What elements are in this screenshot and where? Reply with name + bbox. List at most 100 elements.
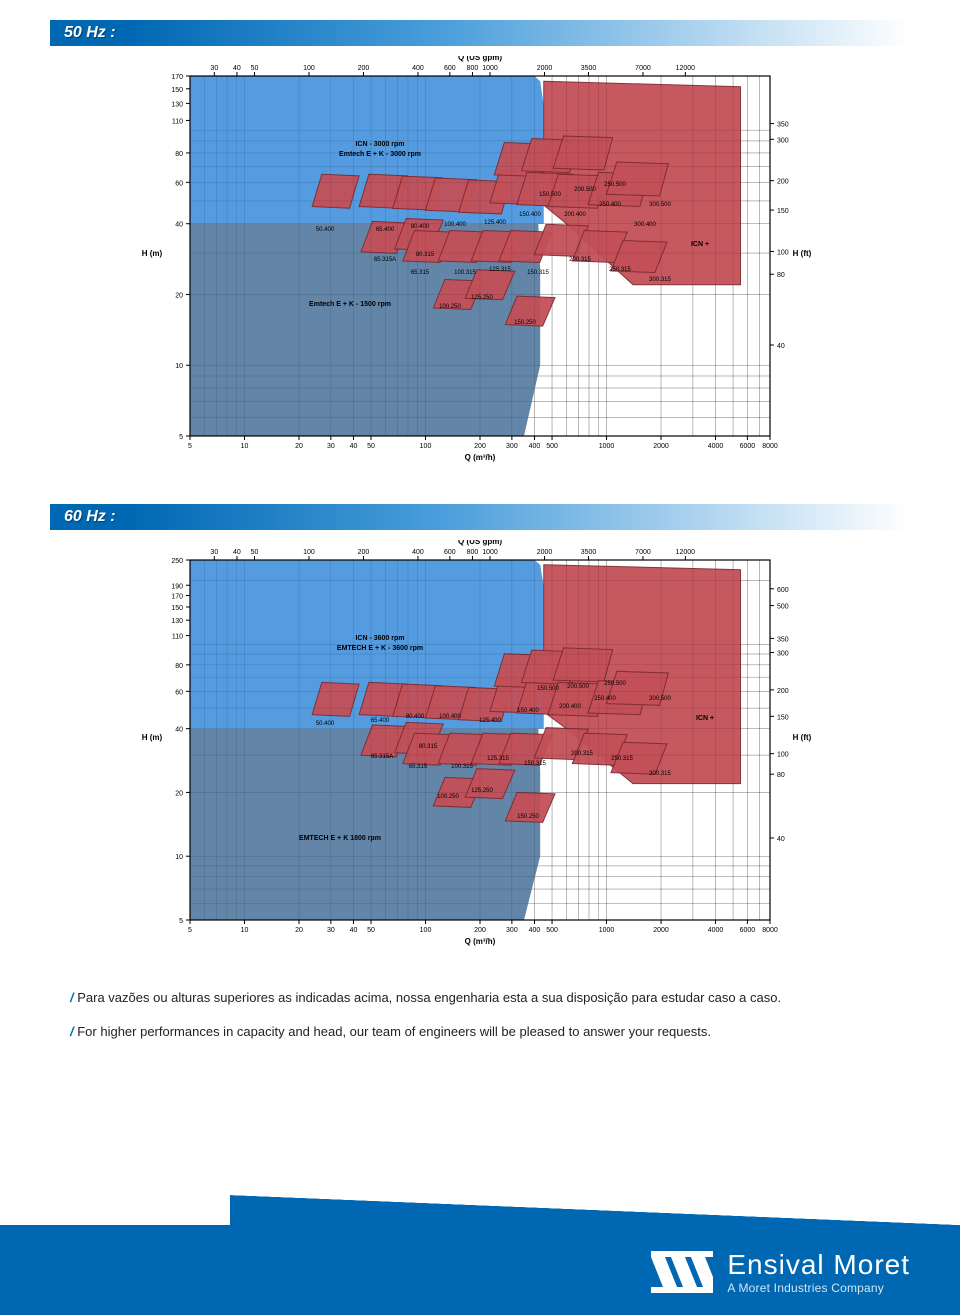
svg-text:7000: 7000 xyxy=(635,549,651,556)
svg-text:200.315: 200.315 xyxy=(569,257,591,263)
chart-60hz-container: 5102030405010020030040050010002000400060… xyxy=(50,540,910,963)
svg-text:30: 30 xyxy=(210,549,218,556)
svg-text:110: 110 xyxy=(172,634,183,641)
svg-text:Q (m³/h): Q (m³/h) xyxy=(465,453,496,462)
svg-text:200: 200 xyxy=(358,549,370,556)
svg-text:125.315: 125.315 xyxy=(487,756,509,762)
svg-text:50: 50 xyxy=(367,443,375,450)
svg-text:250: 250 xyxy=(171,558,183,565)
svg-text:350: 350 xyxy=(777,122,789,129)
svg-text:250.315: 250.315 xyxy=(609,267,631,273)
svg-text:80: 80 xyxy=(777,272,785,279)
svg-text:12000: 12000 xyxy=(676,65,696,72)
svg-text:8000: 8000 xyxy=(762,443,778,450)
pump-coverage-chart-50hz: 5102030405010020030040050010002000400060… xyxy=(130,56,830,479)
svg-text:6000: 6000 xyxy=(740,443,756,450)
body-text: / Para vazões ou alturas superiores as i… xyxy=(70,988,890,1041)
section-label-60hz: 60 Hz : xyxy=(50,504,130,530)
logo-subtitle: A Moret Industries Company xyxy=(727,1281,910,1295)
svg-text:800: 800 xyxy=(467,65,479,72)
svg-text:100: 100 xyxy=(303,65,315,72)
svg-text:100.250: 100.250 xyxy=(437,794,459,800)
svg-text:EMTECH E + K 1800 rpm: EMTECH E + K 1800 rpm xyxy=(299,835,381,842)
svg-text:800: 800 xyxy=(467,549,479,556)
svg-text:5: 5 xyxy=(179,434,183,441)
svg-text:100: 100 xyxy=(303,549,315,556)
svg-text:200.400: 200.400 xyxy=(559,704,581,710)
svg-text:50.400: 50.400 xyxy=(316,227,335,233)
svg-text:Emtech E + K - 3000 rpm: Emtech E + K - 3000 rpm xyxy=(339,151,421,158)
paragraph-pt: / Para vazões ou alturas superiores as i… xyxy=(70,988,890,1008)
svg-text:H (m): H (m) xyxy=(142,249,163,258)
svg-text:200.315: 200.315 xyxy=(571,751,593,757)
svg-text:125.400: 125.400 xyxy=(484,220,506,226)
svg-text:350: 350 xyxy=(777,636,789,643)
svg-text:190: 190 xyxy=(171,583,183,590)
logo-text: Ensival Moret A Moret Industries Company xyxy=(727,1249,910,1295)
svg-text:250.500: 250.500 xyxy=(604,182,626,188)
svg-text:20: 20 xyxy=(295,443,303,450)
svg-text:Q (m³/h): Q (m³/h) xyxy=(465,937,496,946)
svg-text:30: 30 xyxy=(327,927,335,934)
svg-text:100.400: 100.400 xyxy=(439,714,461,720)
svg-text:100: 100 xyxy=(420,443,432,450)
svg-text:400: 400 xyxy=(412,65,424,72)
svg-text:100.315: 100.315 xyxy=(451,764,473,770)
section-label-50hz: 50 Hz : xyxy=(50,20,130,46)
svg-text:40: 40 xyxy=(777,343,785,350)
svg-text:150.500: 150.500 xyxy=(537,686,559,692)
svg-text:200: 200 xyxy=(474,443,486,450)
svg-text:60: 60 xyxy=(175,689,183,696)
svg-text:200: 200 xyxy=(358,65,370,72)
section-header-60hz: 60 Hz : xyxy=(50,504,910,530)
svg-text:200.500: 200.500 xyxy=(567,684,589,690)
svg-text:150.400: 150.400 xyxy=(517,708,539,714)
svg-text:125.250: 125.250 xyxy=(471,295,493,301)
svg-text:150.315: 150.315 xyxy=(524,761,546,767)
svg-text:100: 100 xyxy=(420,927,432,934)
svg-text:130: 130 xyxy=(171,618,183,625)
logo-mark-icon xyxy=(651,1251,713,1293)
svg-text:ICN +: ICN + xyxy=(691,241,709,248)
svg-text:150.400: 150.400 xyxy=(519,212,541,218)
svg-text:150: 150 xyxy=(777,714,789,721)
svg-text:125.250: 125.250 xyxy=(471,788,493,794)
svg-text:130: 130 xyxy=(171,101,183,108)
svg-text:80: 80 xyxy=(777,772,785,779)
svg-text:65.315A: 65.315A xyxy=(371,754,393,760)
svg-text:50.400: 50.400 xyxy=(316,721,335,727)
svg-text:ICN +: ICN + xyxy=(696,715,714,722)
svg-text:10: 10 xyxy=(175,854,183,861)
svg-text:200.400: 200.400 xyxy=(564,212,586,218)
svg-text:8000: 8000 xyxy=(762,927,778,934)
svg-text:65.315A: 65.315A xyxy=(374,257,396,263)
section-header-50hz: 50 Hz : xyxy=(50,20,910,46)
svg-text:80.400: 80.400 xyxy=(406,714,425,720)
svg-text:125.315: 125.315 xyxy=(489,267,511,273)
svg-text:170: 170 xyxy=(171,593,183,600)
svg-text:5: 5 xyxy=(188,927,192,934)
svg-text:H (m): H (m) xyxy=(142,733,163,742)
svg-text:200: 200 xyxy=(777,179,789,186)
svg-text:65.315: 65.315 xyxy=(411,270,430,276)
svg-text:5: 5 xyxy=(188,443,192,450)
svg-text:40: 40 xyxy=(175,222,183,229)
svg-text:300.500: 300.500 xyxy=(649,696,671,702)
svg-text:500: 500 xyxy=(546,927,558,934)
svg-text:300.315: 300.315 xyxy=(649,277,671,283)
svg-text:400: 400 xyxy=(412,549,424,556)
svg-text:ICN - 3600 rpm: ICN - 3600 rpm xyxy=(355,635,404,642)
svg-text:200.500: 200.500 xyxy=(574,187,596,193)
svg-text:EMTECH E + K - 3600 rpm: EMTECH E + K - 3600 rpm xyxy=(337,645,423,652)
svg-text:50: 50 xyxy=(251,65,259,72)
chart-50hz-container: 5102030405010020030040050010002000400060… xyxy=(50,56,910,479)
page: 50 Hz : 51020304050100200300400500100020… xyxy=(0,0,960,1315)
svg-text:65.400: 65.400 xyxy=(376,227,395,233)
svg-text:500: 500 xyxy=(546,443,558,450)
svg-text:150.500: 150.500 xyxy=(539,192,561,198)
svg-text:125.400: 125.400 xyxy=(479,718,501,724)
svg-text:400: 400 xyxy=(529,927,541,934)
svg-text:300.500: 300.500 xyxy=(649,202,671,208)
pump-coverage-chart-60hz: 5102030405010020030040050010002000400060… xyxy=(130,540,830,963)
svg-text:60: 60 xyxy=(175,180,183,187)
